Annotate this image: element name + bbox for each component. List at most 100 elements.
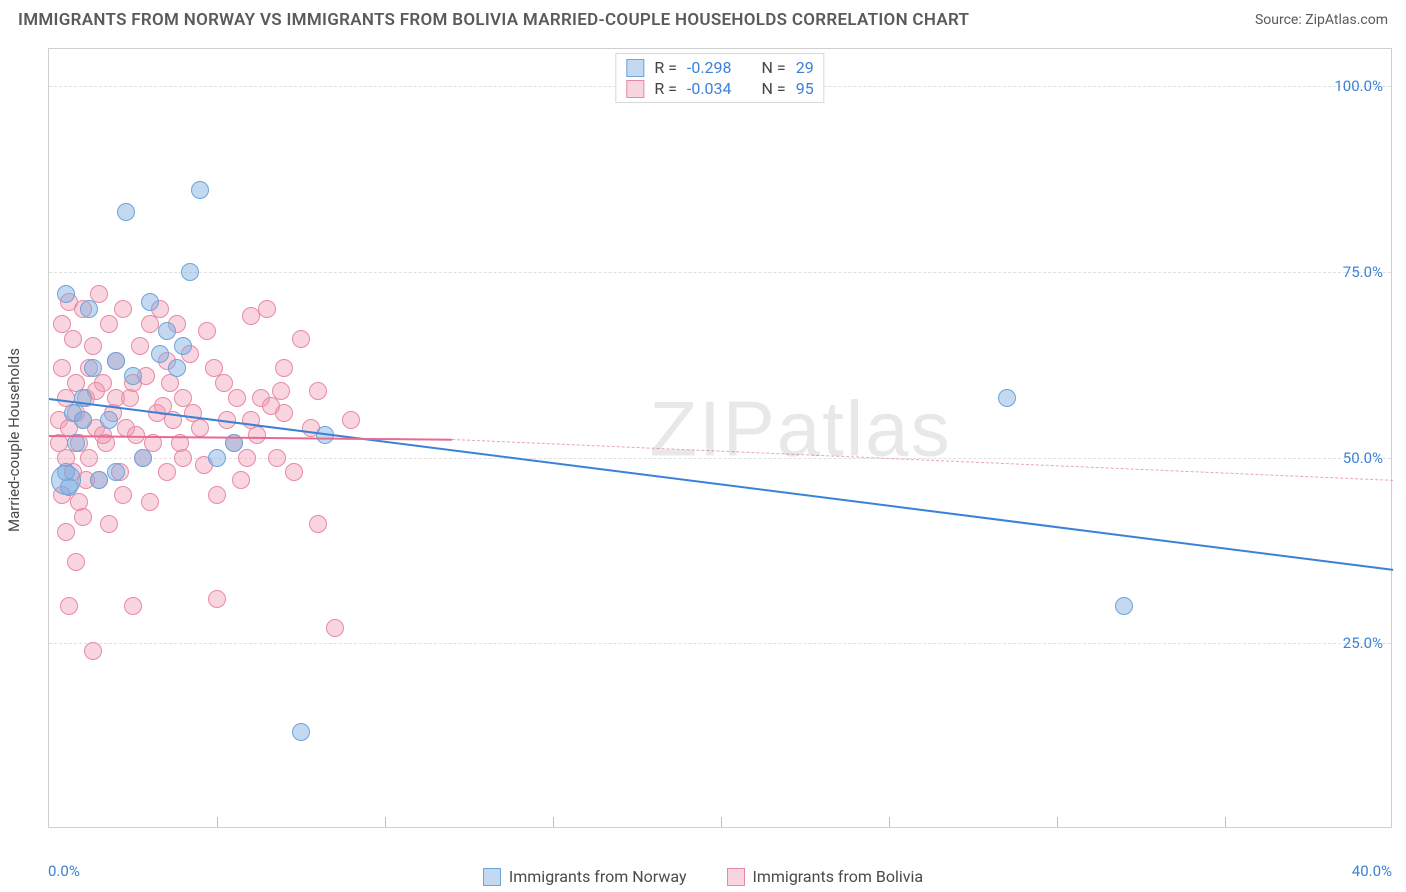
x-tick <box>1225 817 1226 827</box>
scatter-point <box>114 486 132 504</box>
scatter-point <box>124 597 142 615</box>
scatter-point <box>215 374 233 392</box>
x-tick <box>385 817 386 827</box>
scatter-point <box>168 359 186 377</box>
scatter-point <box>80 300 98 318</box>
scatter-point <box>141 493 159 511</box>
scatter-point <box>292 723 310 741</box>
grid-line-h <box>49 272 1391 273</box>
scatter-point <box>232 471 250 489</box>
scatter-point <box>205 359 223 377</box>
scatter-point <box>242 307 260 325</box>
stat-n-bolivia: 95 <box>796 79 814 98</box>
x-tick <box>217 817 218 827</box>
scatter-point <box>174 337 192 355</box>
scatter-point <box>60 597 78 615</box>
scatter-point <box>84 359 102 377</box>
legend-swatch-norway <box>483 868 501 886</box>
correlation-stats-box: R = -0.298 N = 29 R = -0.034 N = 95 <box>615 53 824 103</box>
scatter-point-large <box>51 465 81 495</box>
scatter-point <box>100 515 118 533</box>
stat-r-norway: -0.298 <box>687 58 732 77</box>
scatter-point <box>309 515 327 533</box>
scatter-point <box>74 411 92 429</box>
scatter-point <box>64 330 82 348</box>
stat-r-label: R = <box>654 58 677 77</box>
stat-row-norway: R = -0.298 N = 29 <box>626 58 813 77</box>
swatch-bolivia <box>626 80 644 98</box>
chart-title: IMMIGRANTS FROM NORWAY VS IMMIGRANTS FRO… <box>18 10 969 30</box>
y-tick-label: 25.0% <box>1343 634 1383 652</box>
scatter-point <box>67 553 85 571</box>
y-tick-label: 50.0% <box>1343 449 1383 467</box>
legend-label-bolivia: Immigrants from Bolivia <box>753 867 924 886</box>
header-row: IMMIGRANTS FROM NORWAY VS IMMIGRANTS FRO… <box>0 0 1406 38</box>
scatter-point <box>141 293 159 311</box>
scatter-point <box>158 463 176 481</box>
scatter-point <box>134 449 152 467</box>
x-tick <box>553 817 554 827</box>
scatter-point <box>80 449 98 467</box>
scatter-point <box>292 330 310 348</box>
swatch-norway <box>626 59 644 77</box>
scatter-point <box>309 382 327 400</box>
x-tick <box>889 817 890 827</box>
stat-row-bolivia: R = -0.034 N = 95 <box>626 79 813 98</box>
grid-line-h <box>49 643 1391 644</box>
y-tick-label: 75.0% <box>1343 263 1383 281</box>
scatter-point <box>198 322 216 340</box>
scatter-point <box>151 345 169 363</box>
scatter-point <box>121 389 139 407</box>
legend-item-bolivia: Immigrants from Bolivia <box>727 867 924 886</box>
scatter-point <box>53 359 71 377</box>
scatter-point <box>275 359 293 377</box>
scatter-point <box>208 449 226 467</box>
scatter-point <box>117 203 135 221</box>
scatter-point <box>208 590 226 608</box>
scatter-point <box>107 352 125 370</box>
scatter-point <box>74 508 92 526</box>
stat-n-norway: 29 <box>796 58 814 77</box>
scatter-point <box>158 322 176 340</box>
scatter-point <box>998 389 1016 407</box>
legend-label-norway: Immigrants from Norway <box>509 867 687 886</box>
scatter-point <box>228 389 246 407</box>
scatter-point <box>285 463 303 481</box>
scatter-point <box>191 181 209 199</box>
scatter-point <box>1115 597 1133 615</box>
scatter-point <box>342 411 360 429</box>
scatter-point <box>100 315 118 333</box>
scatter-point <box>57 523 75 541</box>
trend-line <box>49 398 1393 571</box>
scatter-point <box>208 486 226 504</box>
scatter-point <box>248 426 266 444</box>
y-tick-label: 100.0% <box>1334 77 1383 95</box>
scatter-point <box>53 315 71 333</box>
stat-n-label: N = <box>762 58 786 77</box>
x-tick <box>721 817 722 827</box>
y-axis-label: Married-couple Households <box>5 348 23 532</box>
chart-source: Source: ZipAtlas.com <box>1255 12 1388 28</box>
scatter-point <box>131 337 149 355</box>
legend-swatch-bolivia <box>727 868 745 886</box>
stat-r-bolivia: -0.034 <box>687 79 732 98</box>
x-tick <box>1057 817 1058 827</box>
plot-area: 25.0%50.0%75.0%100.0% ZIPatlas R = -0.29… <box>48 48 1392 828</box>
scatter-point <box>272 382 290 400</box>
stat-n-label-2: N = <box>762 79 786 98</box>
scatter-point <box>238 449 256 467</box>
scatter-point <box>114 300 132 318</box>
scatter-point <box>84 337 102 355</box>
scatter-point <box>326 619 344 637</box>
scatter-point <box>268 449 286 467</box>
scatter-point <box>107 463 125 481</box>
legend-item-norway: Immigrants from Norway <box>483 867 687 886</box>
stat-r-label-2: R = <box>654 79 677 98</box>
scatter-point <box>124 367 142 385</box>
scatter-point <box>57 285 75 303</box>
scatter-point <box>100 411 118 429</box>
legend: Immigrants from Norway Immigrants from B… <box>0 867 1406 886</box>
scatter-point <box>84 642 102 660</box>
scatter-point <box>181 263 199 281</box>
trend-line <box>452 439 1393 481</box>
